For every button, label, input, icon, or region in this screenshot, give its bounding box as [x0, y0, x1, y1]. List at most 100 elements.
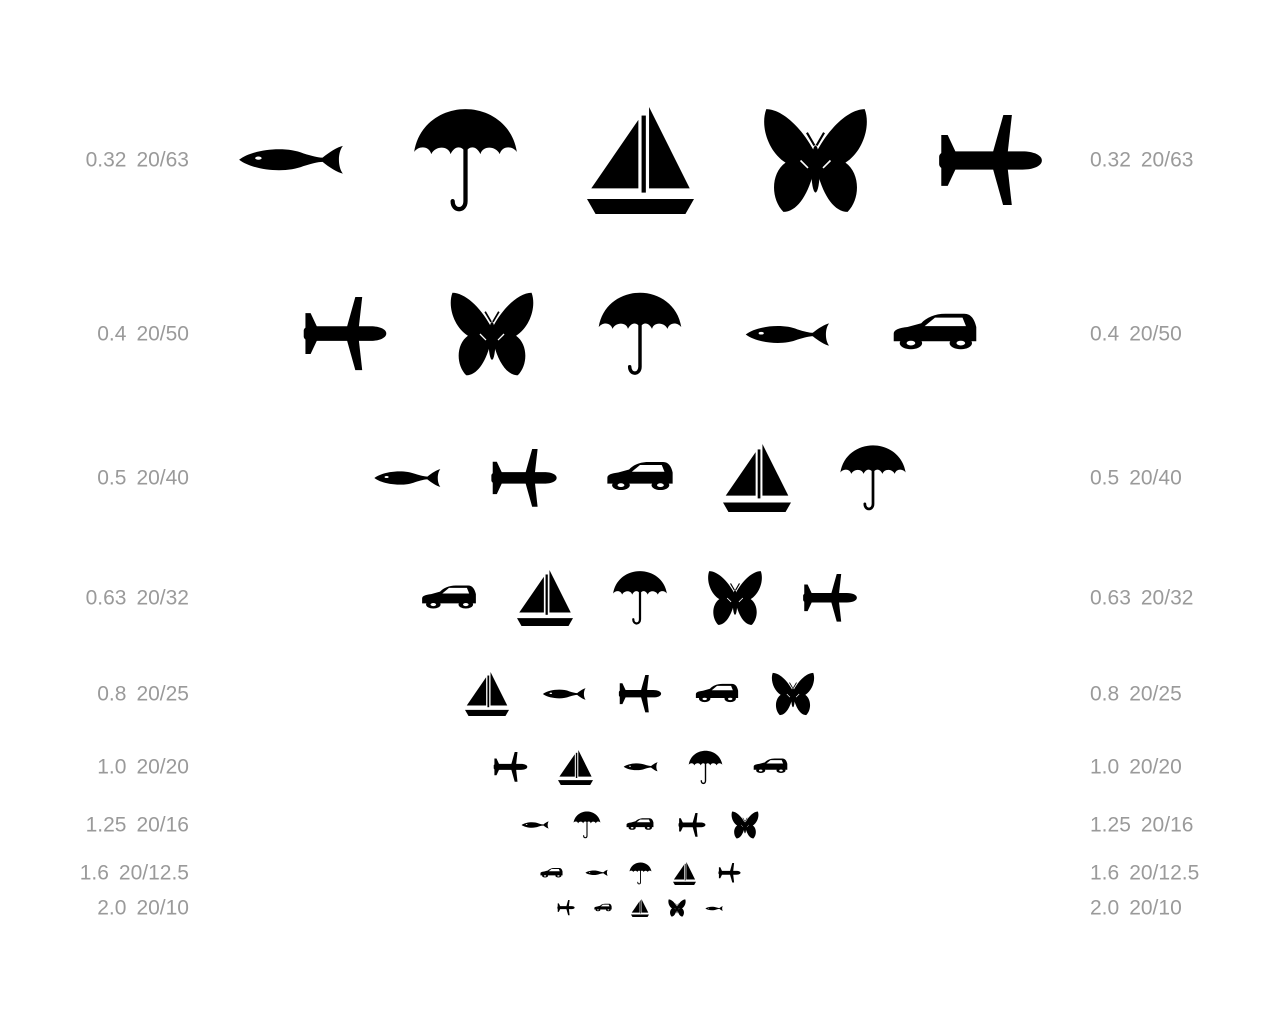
airplane-icon [618, 675, 662, 713]
butterfly-icon [762, 107, 869, 214]
sailboat-icon [672, 861, 696, 885]
acuity-label-left: 0.5 20/40 [97, 468, 189, 489]
acuity-label-left: 1.6 20/12.5 [80, 863, 189, 884]
car-icon [695, 682, 739, 706]
airplane-icon [717, 863, 741, 883]
decimal-acuity: 0.4 [97, 322, 127, 346]
sailboat-icon [557, 749, 593, 785]
umbrella-icon [573, 811, 601, 839]
acuity-label-left: 2.0 20/10 [97, 898, 189, 919]
airplane-icon [490, 449, 558, 507]
fish-icon [373, 461, 441, 495]
decimal-acuity: 2.0 [1090, 896, 1120, 920]
car-icon [421, 583, 477, 614]
decimal-acuity: 1.0 [97, 755, 127, 779]
acuity-label-right: 0.32 20/63 [1090, 150, 1193, 171]
acuity-label-left: 0.4 20/50 [97, 324, 189, 345]
umbrella-icon [688, 750, 723, 785]
acuity-label-right: 0.8 20/25 [1090, 684, 1182, 705]
sailboat-icon [723, 444, 791, 512]
car-icon [626, 817, 654, 832]
airplane-icon [937, 114, 1044, 206]
decimal-acuity: 0.5 [97, 466, 127, 490]
butterfly-icon [449, 291, 535, 377]
sailboat-icon [631, 899, 649, 917]
sailboat-icon [465, 672, 509, 716]
snellen-acuity: 20/40 [1129, 466, 1182, 490]
umbrella-icon [412, 107, 519, 214]
decimal-acuity: 1.6 [79, 861, 109, 885]
fish-icon [521, 818, 549, 832]
snellen-acuity: 20/10 [1129, 896, 1182, 920]
decimal-acuity: 0.63 [85, 586, 127, 610]
decimal-acuity: 0.32 [85, 148, 127, 172]
snellen-acuity: 20/25 [136, 682, 189, 706]
acuity-label-left: 0.32 20/63 [86, 150, 189, 171]
umbrella-icon [612, 570, 668, 626]
car-icon [892, 310, 978, 357]
snellen-acuity: 20/50 [1129, 322, 1182, 346]
decimal-acuity: 1.25 [85, 813, 127, 837]
car-icon [753, 757, 788, 776]
decimal-acuity: 0.63 [1090, 586, 1131, 610]
umbrella-icon [597, 291, 683, 377]
decimal-acuity: 0.4 [1090, 322, 1120, 346]
fish-icon [237, 133, 344, 187]
snellen-acuity: 20/20 [1129, 755, 1182, 779]
acuity-label-right: 0.5 20/40 [1090, 468, 1182, 489]
butterfly-icon [731, 811, 759, 839]
sailboat-icon [517, 570, 573, 626]
airplane-icon [302, 297, 388, 371]
butterfly-icon [668, 899, 686, 917]
snellen-acuity: 20/12.5 [118, 861, 189, 885]
airplane-icon [493, 752, 528, 782]
acuity-label-right: 1.6 20/12.5 [1090, 863, 1199, 884]
acuity-label-right: 1.0 20/20 [1090, 757, 1182, 778]
acuity-label-left: 0.63 20/32 [86, 588, 189, 609]
snellen-acuity: 20/10 [136, 896, 189, 920]
decimal-acuity: 0.5 [1090, 466, 1120, 490]
acuity-label-left: 1.0 20/20 [97, 757, 189, 778]
snellen-acuity: 20/16 [136, 813, 189, 837]
decimal-acuity: 1.25 [1090, 813, 1131, 837]
snellen-acuity: 20/63 [1140, 148, 1194, 172]
car-icon [594, 903, 612, 913]
decimal-acuity: 2.0 [97, 896, 127, 920]
acuity-label-right: 2.0 20/10 [1090, 898, 1182, 919]
decimal-acuity: 0.8 [1090, 682, 1120, 706]
sailboat-icon [586, 106, 694, 214]
fish-icon [705, 904, 723, 913]
umbrella-icon [839, 444, 907, 512]
fish-icon [623, 758, 658, 776]
snellen-acuity: 20/32 [1140, 586, 1194, 610]
umbrella-icon [628, 861, 652, 885]
butterfly-icon [707, 570, 763, 626]
acuity-label-right: 0.4 20/50 [1090, 324, 1182, 345]
snellen-acuity: 20/12.5 [1129, 861, 1200, 885]
airplane-icon [678, 813, 706, 837]
snellen-acuity: 20/20 [136, 755, 189, 779]
fish-icon [744, 313, 830, 356]
snellen-acuity: 20/16 [1140, 813, 1194, 837]
acuity-label-right: 1.25 20/16 [1090, 815, 1193, 836]
acuity-label-left: 1.25 20/16 [86, 815, 189, 836]
snellen-acuity: 20/32 [136, 586, 189, 610]
acuity-label-left: 0.8 20/25 [97, 684, 189, 705]
snellen-acuity: 20/63 [136, 148, 189, 172]
car-icon [606, 459, 674, 496]
butterfly-icon [771, 672, 815, 716]
car-icon [539, 867, 563, 880]
airplane-icon [802, 574, 858, 622]
acuity-label-right: 0.63 20/32 [1090, 588, 1193, 609]
decimal-acuity: 0.32 [1090, 148, 1131, 172]
decimal-acuity: 1.0 [1090, 755, 1120, 779]
airplane-icon [557, 900, 575, 916]
snellen-acuity: 20/50 [136, 322, 189, 346]
decimal-acuity: 1.6 [1090, 861, 1120, 885]
snellen-acuity: 20/40 [136, 466, 189, 490]
fish-icon [584, 867, 608, 879]
fish-icon [542, 683, 586, 705]
snellen-acuity: 20/25 [1129, 682, 1182, 706]
decimal-acuity: 0.8 [97, 682, 127, 706]
